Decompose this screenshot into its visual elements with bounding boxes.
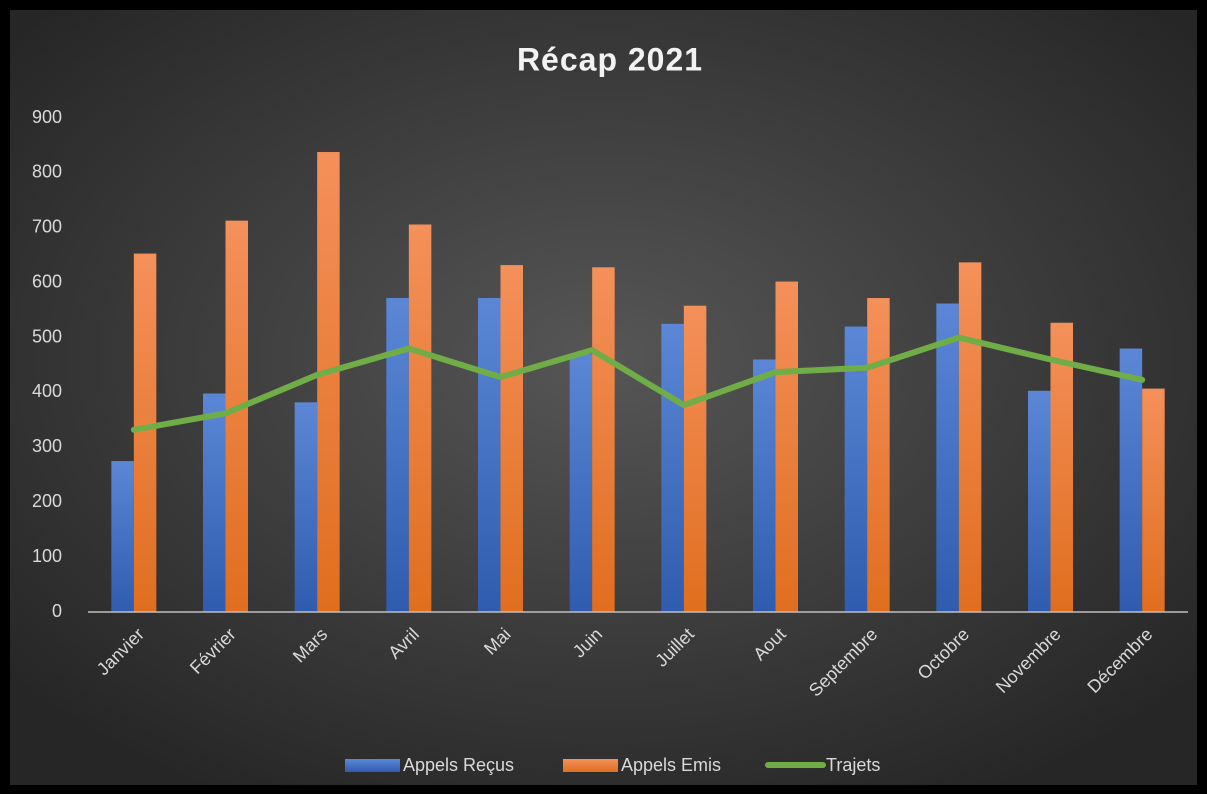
y-tick-label: 400: [32, 381, 62, 401]
bar: [775, 281, 798, 612]
legend-swatch: [563, 759, 618, 772]
bar: [500, 265, 523, 612]
bar: [408, 224, 432, 613]
bar: [111, 461, 134, 612]
y-tick-label: 300: [32, 436, 62, 456]
bar: [661, 323, 684, 612]
chart-title: Récap 2021: [517, 41, 703, 77]
bar: [1028, 390, 1051, 612]
bar: [1050, 322, 1073, 612]
bar: [936, 303, 959, 612]
y-tick-label: 600: [32, 271, 62, 291]
legend-label: Trajets: [826, 755, 880, 775]
bar: [844, 326, 868, 612]
y-tick-label: 500: [32, 326, 62, 346]
y-tick-label: 0: [52, 601, 62, 621]
bar: [133, 253, 157, 612]
bar: [294, 402, 318, 612]
y-tick-label: 900: [32, 107, 62, 127]
bar: [867, 298, 890, 612]
bar: [225, 220, 248, 613]
y-tick-label: 200: [32, 491, 62, 511]
bar: [203, 393, 226, 612]
y-tick-label: 800: [32, 162, 62, 182]
line: [130, 334, 1146, 433]
bar: [1142, 388, 1165, 612]
bar: [753, 359, 776, 612]
bar: [569, 354, 593, 612]
bar: [592, 267, 615, 612]
bar: [317, 152, 340, 612]
bar: [1119, 348, 1143, 612]
y-tick-label: 700: [32, 217, 62, 237]
bar: [683, 305, 707, 612]
bar: [478, 298, 501, 612]
y-tick-label: 100: [32, 546, 62, 566]
bar: [958, 262, 982, 612]
legend-label: Appels Reçus: [403, 755, 514, 775]
legend-swatch: [345, 759, 400, 772]
bar: [386, 298, 409, 612]
legend-label: Appels Emis: [621, 755, 721, 775]
